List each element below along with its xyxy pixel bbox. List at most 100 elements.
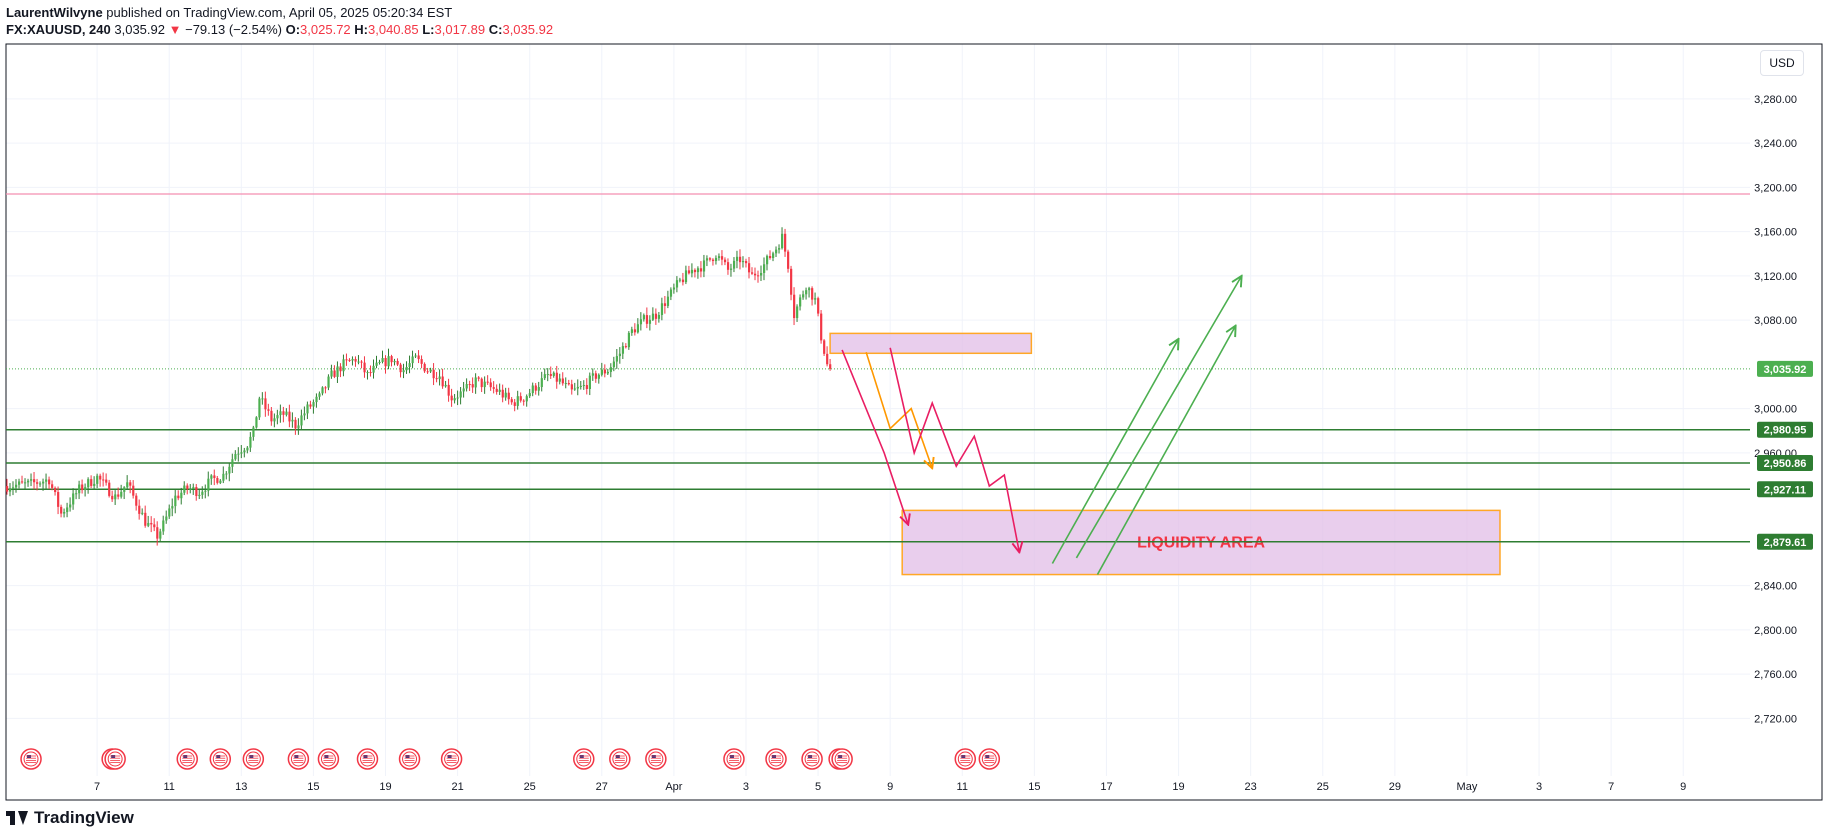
- time-tick-label: 19: [1172, 781, 1184, 793]
- candle-body: [576, 386, 579, 389]
- time-tick-label: 21: [451, 781, 463, 793]
- candle-body: [802, 294, 805, 298]
- candle-body: [790, 268, 793, 295]
- author-name[interactable]: LaurentWilvyne: [6, 5, 103, 20]
- candle-body: [588, 375, 591, 390]
- candle-body: [630, 329, 634, 333]
- time-tick-label: 23: [1245, 781, 1257, 793]
- price-tick-label: 3,080.00: [1754, 315, 1797, 327]
- candle-body: [606, 371, 609, 374]
- event-markers: [20, 748, 1001, 770]
- event-flag-icon: [20, 748, 42, 770]
- candle-body: [270, 410, 273, 422]
- candle-body: [129, 482, 132, 486]
- candle-body: [537, 387, 540, 391]
- candle-body: [477, 377, 480, 379]
- candle-body: [297, 425, 300, 429]
- candle-body: [624, 346, 628, 348]
- candle-body: [573, 388, 576, 390]
- tradingview-logo[interactable]: TradingView: [6, 808, 134, 828]
- candle-body: [778, 248, 781, 250]
- candle-body: [183, 485, 186, 493]
- candle-body: [720, 256, 724, 260]
- event-flag-icon: [356, 748, 379, 770]
- candle-body: [486, 381, 489, 383]
- projection-path: [1051, 339, 1178, 564]
- candle-body: [51, 484, 54, 488]
- candle-body: [405, 367, 408, 371]
- candle-body: [618, 353, 622, 357]
- candle-body: [396, 360, 399, 365]
- candle-body: [237, 453, 240, 455]
- event-flag-icon: [831, 748, 853, 770]
- candle-body: [633, 329, 637, 333]
- candle-body: [699, 268, 703, 272]
- candle-body: [636, 324, 640, 333]
- candle-body: [84, 487, 87, 491]
- price-tick-label: 3,120.00: [1754, 271, 1797, 283]
- candle-body: [153, 524, 156, 528]
- candle-body: [546, 374, 549, 376]
- time-tick-label: 9: [1680, 781, 1686, 793]
- candle-body: [753, 273, 757, 276]
- time-tick-label: 17: [1100, 781, 1112, 793]
- candle-body: [462, 388, 465, 392]
- candle-body: [741, 261, 745, 263]
- candle-body: [102, 479, 105, 481]
- currency-button[interactable]: USD: [1760, 50, 1804, 76]
- candle-body: [585, 385, 588, 390]
- candle-body: [366, 372, 369, 374]
- candle-body: [414, 355, 417, 357]
- candle-body: [781, 233, 784, 249]
- candle-body: [285, 411, 288, 415]
- price-label-bg: [1757, 421, 1813, 438]
- candle-body: [717, 256, 721, 258]
- price-tick-label: 3,200.00: [1754, 182, 1797, 194]
- candle-body: [687, 270, 691, 274]
- price-axis[interactable]: 3,280.00 3,240.00 3,200.00 3,160.00 3,120.00…: [1754, 94, 1797, 726]
- candle-body: [823, 340, 826, 354]
- candle-body: [408, 363, 411, 368]
- price-change: −79.13 (−2.54%): [185, 22, 282, 37]
- candle-body: [793, 294, 796, 319]
- candle-body: [642, 315, 646, 320]
- chart-frame: [5, 43, 1823, 801]
- candle-body: [567, 383, 570, 385]
- candle-body: [333, 370, 336, 377]
- projection-path: [1096, 326, 1235, 575]
- price-label: 2,879.61: [1764, 537, 1807, 549]
- price-label: 2,980.95: [1764, 425, 1807, 437]
- price-tick-label: 2,760.00: [1754, 669, 1797, 681]
- candle-body: [339, 366, 342, 372]
- tradingview-icon: [6, 811, 28, 825]
- candle-body: [769, 256, 772, 259]
- candle-body: [708, 258, 712, 260]
- change-arrow-icon: ▼: [168, 22, 182, 37]
- symbol-label[interactable]: FX:XAUUSD, 240: [6, 22, 111, 37]
- candle-body: [174, 495, 177, 507]
- candle-body: [763, 264, 766, 273]
- candle-body: [105, 479, 108, 483]
- candle-body: [12, 487, 15, 489]
- candle-body: [150, 522, 153, 525]
- ohlc-high-value: 3,040.85: [368, 22, 419, 37]
- published-text: published on TradingView.com, April 05, …: [102, 5, 453, 20]
- candle-body: [81, 484, 84, 491]
- ohlc-close-value: 3,035.92: [502, 22, 554, 37]
- candle-body: [342, 359, 345, 372]
- candle-body: [87, 479, 90, 488]
- candle-body: [291, 419, 294, 422]
- candle-body: [267, 409, 270, 411]
- publish-line: LaurentWilvyne published on TradingView.…: [6, 4, 553, 21]
- event-flag-icon: [573, 748, 595, 770]
- candle-body: [423, 363, 426, 372]
- candle-body: [39, 483, 42, 485]
- time-axis[interactable]: 7 11 13 15 19 21 25 27 Apr 3 5 9 11 15 17 19 23 25 29 May 3 7…: [94, 781, 1686, 793]
- candle-body: [264, 398, 267, 410]
- candle-body: [766, 256, 769, 265]
- candle-body: [483, 381, 486, 388]
- candle-body: [318, 393, 321, 397]
- price-tick-label: 2,800.00: [1754, 625, 1797, 637]
- candle-body: [201, 491, 204, 495]
